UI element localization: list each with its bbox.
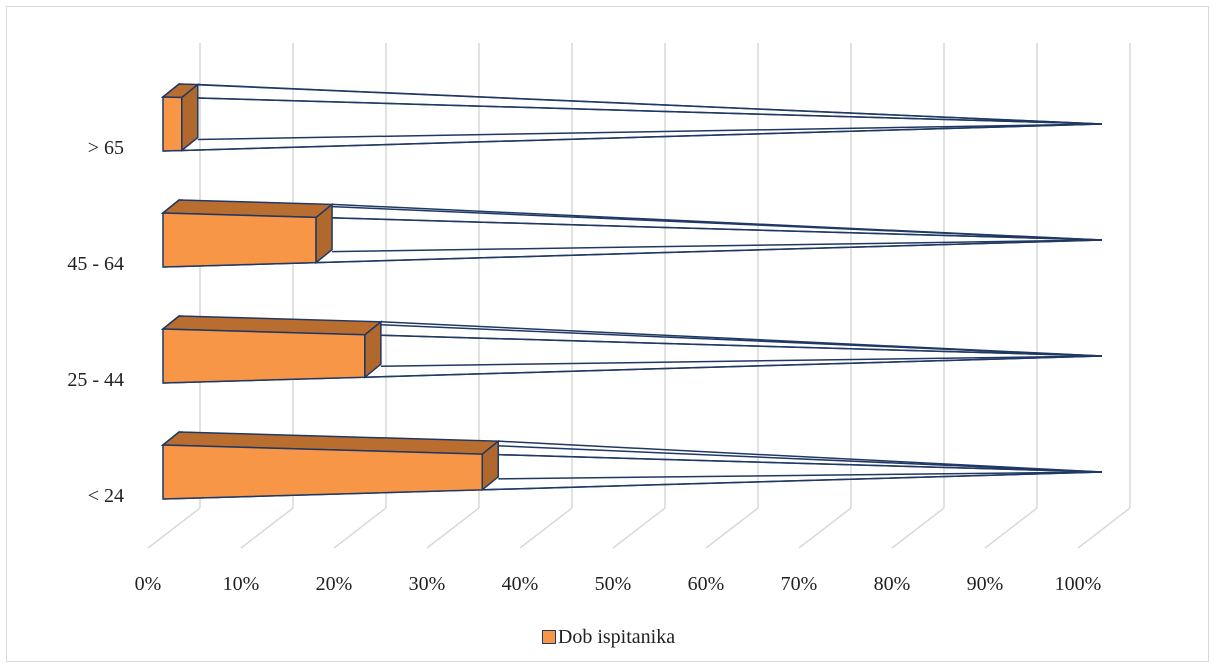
legend: Dob ispitanika [0,626,1217,649]
pyramid-edge [197,123,1103,141]
bar-front-face [162,96,183,152]
bars [160,82,1103,500]
bar-side-face [315,202,333,265]
gridline-floor [612,507,666,549]
x-tick-label: 10% [223,573,260,595]
gridline-floor [240,507,294,549]
gridline-floor [705,507,759,549]
x-tick-label: 30% [409,573,446,595]
bar-side-face [181,82,199,153]
gridlines [147,43,1131,549]
bar-front-face [162,212,317,268]
x-tick-label: 40% [502,573,539,595]
category-label: < 24 [88,485,124,507]
pyramid-edge [482,471,1103,491]
pyramid-edge [316,239,1103,264]
x-tick-label: 50% [595,573,632,595]
gridline-floor [333,507,387,549]
category-label: 45 - 64 [67,253,124,275]
x-tick-label: 0% [135,573,162,595]
bar-front-face [162,444,484,500]
category-label: > 65 [88,137,124,159]
pyramid-edge [498,471,1103,480]
bar-group [160,315,1103,384]
pyramid-edge [316,216,1103,241]
bar-side-face [481,439,500,492]
pyramid-edge [380,321,1103,357]
gridline-floor [984,507,1038,549]
pyramid-edge [197,83,1103,125]
pyramid-edge [364,355,1103,378]
x-tick-label: 70% [781,573,818,595]
pyramid-edge [364,334,1103,357]
x-tick-label: 80% [874,573,911,595]
chart-frame [6,6,1209,662]
gridline-floor [519,507,573,549]
pyramid-edge [482,453,1103,473]
x-tick-label: 20% [316,573,353,595]
bar-side-face [364,320,382,379]
gridline-floor [426,507,480,549]
x-tick-label: 100% [1055,573,1102,595]
x-tick-label: 90% [967,573,1004,595]
category-label: 25 - 44 [67,369,124,391]
pyramid-edge [181,96,1103,125]
x-tick-label: 60% [688,573,725,595]
gridline-floor [1077,507,1131,549]
pyramid-edge [332,239,1103,253]
pyramid-edge [498,440,1103,473]
x-tick-labels: 0% 10% 20% 30% 40% 50% 60% 70% 80% 90% 100% [135,573,1102,595]
gridline-floor [891,507,945,549]
bar-group [160,199,1103,268]
bar-front-face [162,328,366,384]
bar-group [160,431,1103,500]
legend-label: Dob ispitanika [557,626,676,648]
pyramid-edge [181,123,1103,152]
bar-group [160,82,1103,153]
category-labels: < 24 25 - 44 45 - 64 > 65 [67,137,124,507]
gridline-floor [147,507,201,549]
legend-swatch [541,630,556,645]
gridline-floor [798,507,852,549]
pyramid-edge [380,355,1103,367]
pyramid-edge [332,203,1103,241]
